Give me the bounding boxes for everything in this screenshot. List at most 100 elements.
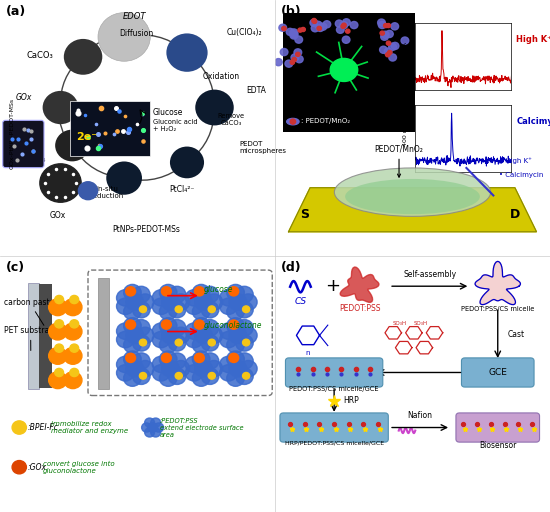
Circle shape xyxy=(152,356,170,373)
Circle shape xyxy=(64,372,82,389)
Circle shape xyxy=(117,365,134,381)
Text: gluconolactone: gluconolactone xyxy=(204,321,262,330)
Circle shape xyxy=(162,294,179,310)
Circle shape xyxy=(124,337,141,353)
Circle shape xyxy=(140,339,146,346)
Circle shape xyxy=(386,53,390,57)
Circle shape xyxy=(140,306,146,312)
Text: Oxidation: Oxidation xyxy=(203,72,240,81)
FancyBboxPatch shape xyxy=(39,284,52,388)
Circle shape xyxy=(48,372,67,389)
Circle shape xyxy=(136,294,154,310)
Circle shape xyxy=(117,290,134,306)
Circle shape xyxy=(168,319,186,336)
Circle shape xyxy=(124,284,141,301)
Text: HRP/PEDOT:PSS/CS micelle/GCE: HRP/PEDOT:PSS/CS micelle/GCE xyxy=(284,441,384,446)
FancyBboxPatch shape xyxy=(98,278,108,389)
FancyBboxPatch shape xyxy=(88,270,272,395)
Text: in-situ
reduction: in-situ reduction xyxy=(91,186,124,199)
Circle shape xyxy=(152,323,170,339)
Circle shape xyxy=(175,373,182,379)
Polygon shape xyxy=(475,262,520,305)
Circle shape xyxy=(162,287,172,296)
Circle shape xyxy=(124,317,141,334)
Circle shape xyxy=(195,327,212,344)
Circle shape xyxy=(162,320,172,329)
Circle shape xyxy=(315,21,322,28)
Circle shape xyxy=(185,356,203,373)
Circle shape xyxy=(133,353,150,369)
Circle shape xyxy=(160,337,177,353)
Circle shape xyxy=(219,298,237,314)
Circle shape xyxy=(55,295,64,304)
Text: SO₃H: SO₃H xyxy=(414,322,428,327)
Circle shape xyxy=(133,368,150,385)
Circle shape xyxy=(78,182,98,200)
Circle shape xyxy=(124,370,141,387)
Text: Gluconic acid
+ H₂O₂: Gluconic acid + H₂O₂ xyxy=(152,119,197,133)
Text: (a): (a) xyxy=(6,5,26,18)
Circle shape xyxy=(279,24,287,31)
Circle shape xyxy=(48,298,67,315)
Circle shape xyxy=(388,50,392,54)
Circle shape xyxy=(192,351,210,367)
Circle shape xyxy=(160,317,177,334)
Circle shape xyxy=(292,57,296,61)
Circle shape xyxy=(219,331,237,348)
Circle shape xyxy=(286,28,294,35)
Ellipse shape xyxy=(330,58,358,81)
Circle shape xyxy=(219,290,237,306)
Circle shape xyxy=(185,323,203,339)
Circle shape xyxy=(227,370,244,387)
Circle shape xyxy=(195,90,234,125)
Circle shape xyxy=(12,421,26,434)
Circle shape xyxy=(195,320,205,329)
Circle shape xyxy=(205,327,223,344)
Text: PEDOT:PSS: PEDOT:PSS xyxy=(339,304,381,313)
Circle shape xyxy=(154,423,164,432)
Circle shape xyxy=(192,317,210,334)
Circle shape xyxy=(280,49,288,56)
FancyBboxPatch shape xyxy=(461,358,534,387)
Circle shape xyxy=(64,347,82,365)
Text: Biosensor: Biosensor xyxy=(479,441,516,450)
Circle shape xyxy=(125,287,135,296)
Circle shape xyxy=(380,31,384,35)
Circle shape xyxy=(290,119,296,124)
Circle shape xyxy=(192,337,210,353)
Circle shape xyxy=(391,42,399,50)
Text: 400 nA: 400 nA xyxy=(403,124,408,146)
Circle shape xyxy=(391,23,399,30)
Circle shape xyxy=(240,327,257,344)
Circle shape xyxy=(42,91,78,124)
Text: NaBH₄: NaBH₄ xyxy=(21,156,45,164)
Text: PET substrate: PET substrate xyxy=(4,326,57,351)
Circle shape xyxy=(70,369,79,377)
Circle shape xyxy=(145,428,155,437)
Circle shape xyxy=(151,428,161,437)
Circle shape xyxy=(162,327,179,344)
Circle shape xyxy=(219,323,237,339)
FancyBboxPatch shape xyxy=(70,101,150,156)
Ellipse shape xyxy=(334,168,491,217)
Text: GCE: GCE xyxy=(488,368,507,377)
Circle shape xyxy=(227,337,244,353)
Circle shape xyxy=(319,23,327,30)
Circle shape xyxy=(295,36,302,43)
Circle shape xyxy=(201,286,219,303)
Circle shape xyxy=(70,319,79,328)
Text: n: n xyxy=(306,350,310,355)
Text: immobilize redox
mediator and enzyme: immobilize redox mediator and enzyme xyxy=(51,421,128,434)
FancyBboxPatch shape xyxy=(28,283,38,389)
Circle shape xyxy=(64,39,102,75)
Circle shape xyxy=(70,344,79,352)
Circle shape xyxy=(70,295,79,304)
Text: HRP: HRP xyxy=(344,396,360,405)
Circle shape xyxy=(379,46,387,53)
Circle shape xyxy=(235,302,253,318)
Text: CS: CS xyxy=(294,297,307,306)
Circle shape xyxy=(133,302,150,318)
Circle shape xyxy=(133,319,150,336)
Text: convert glucose into
gluconolactone: convert glucose into gluconolactone xyxy=(43,461,114,474)
Circle shape xyxy=(152,298,170,314)
